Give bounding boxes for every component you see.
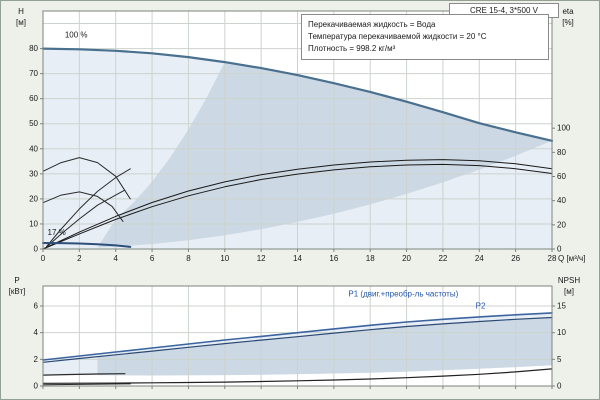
annotation-label: 100 %	[65, 30, 88, 39]
y-right-tick-label: 0	[557, 245, 562, 254]
y-left-tick-label: 0	[34, 382, 39, 391]
y-right-tick-label: 60	[557, 172, 566, 181]
x-tick-label: 6	[150, 254, 155, 263]
min-speed-curve-17pct	[42, 242, 132, 248]
y-left-axis-unit: [м]	[16, 18, 26, 27]
x-tick-label: 10	[220, 254, 229, 263]
y-right-axis-label: eta	[562, 7, 574, 16]
y-right-axis-label: NPSH	[558, 276, 580, 285]
reduced-speed-arc-2	[42, 191, 124, 222]
y-right-tick-label: 5	[557, 355, 562, 364]
x-axis-label: Q [м³/ч]	[558, 254, 585, 263]
x-tick-label: 24	[475, 254, 484, 263]
y-right-tick-label: 10	[557, 328, 566, 337]
y-right-tick-label: 20	[557, 220, 566, 229]
annotation-label: P1 (двиг.+преобр-ль частоты)	[348, 290, 458, 299]
x-tick-label: 28	[548, 254, 557, 263]
y-left-tick-label: 10	[29, 219, 38, 228]
y-left-tick-label: 60	[29, 94, 38, 103]
y-right-axis-unit: [%]	[562, 18, 574, 27]
head-curve-100pct	[41, 47, 554, 142]
p1-curve	[42, 312, 553, 361]
eta-pump-curve	[42, 159, 553, 250]
y-left-axis-label: P	[14, 276, 19, 285]
y-left-tick-label: 50	[29, 119, 38, 128]
x-tick-label: 20	[402, 254, 411, 263]
x-tick-label: 12	[257, 254, 266, 263]
x-tick-label: 14	[293, 254, 302, 263]
operating-range-area	[97, 62, 552, 248]
y-right-tick-label: 0	[557, 382, 562, 391]
x-tick-label: 16	[329, 254, 338, 263]
x-tick-label: 22	[438, 254, 447, 263]
y-left-tick-label: 0	[34, 245, 39, 254]
annotation-label: 17 %	[48, 228, 66, 237]
y-right-tick-label: 40	[557, 196, 566, 205]
y-left-tick-label: 70	[29, 69, 38, 78]
info-line-temperature: Температура перекачиваемой жидкости = 20…	[308, 32, 487, 41]
y-left-axis-unit: [кВт]	[9, 287, 26, 296]
y-right-tick-label: 15	[557, 302, 566, 311]
y-left-tick-label: 2	[34, 355, 39, 364]
npsh-curve	[42, 368, 553, 384]
y-left-tick-label: 80	[29, 44, 38, 53]
fluid-info-box: Перекачиваемая жидкость = Вода Температу…	[301, 14, 549, 60]
y-left-axis-label: H	[18, 7, 24, 16]
y-left-tick-label: 40	[29, 144, 38, 153]
y-left-tick-label: 30	[29, 169, 38, 178]
duty-eta-rise-1	[46, 168, 131, 247]
min-speed-power-curve-1	[42, 373, 126, 376]
y-right-axis-unit: [м]	[564, 287, 574, 296]
duty-eta-rise-2	[46, 189, 126, 248]
x-tick-label: 2	[77, 254, 82, 263]
y-left-tick-label: 6	[34, 302, 39, 311]
y-right-tick-label: 100	[557, 124, 571, 133]
y-right-tick-label: 80	[557, 148, 566, 157]
y-left-tick-label: 20	[29, 194, 38, 203]
annotation-label: P2	[476, 302, 486, 311]
p2-curve	[42, 316, 553, 363]
info-line-fluid: Перекачиваемая жидкость = Вода	[308, 20, 436, 29]
x-tick-label: 8	[186, 254, 191, 263]
x-tick-label: 18	[366, 254, 375, 263]
x-tick-label: 26	[511, 254, 520, 263]
reduced-speed-arc-1	[42, 157, 131, 200]
power-npsh-chart: 0 2 4 6 0 5 10 15 P [кВт] NPSH [м] P1 (двиг.+преобр-…	[9, 276, 581, 391]
eta-total-curve	[42, 163, 553, 250]
y-left-tick-label: 4	[34, 328, 39, 337]
info-line-density: Плотность = 998.2 кг/м³	[308, 44, 396, 53]
x-tick-label: 0	[41, 254, 46, 263]
x-tick-label: 4	[113, 254, 118, 263]
power-range-area	[97, 317, 552, 376]
min-speed-power-curve-2	[42, 383, 131, 386]
